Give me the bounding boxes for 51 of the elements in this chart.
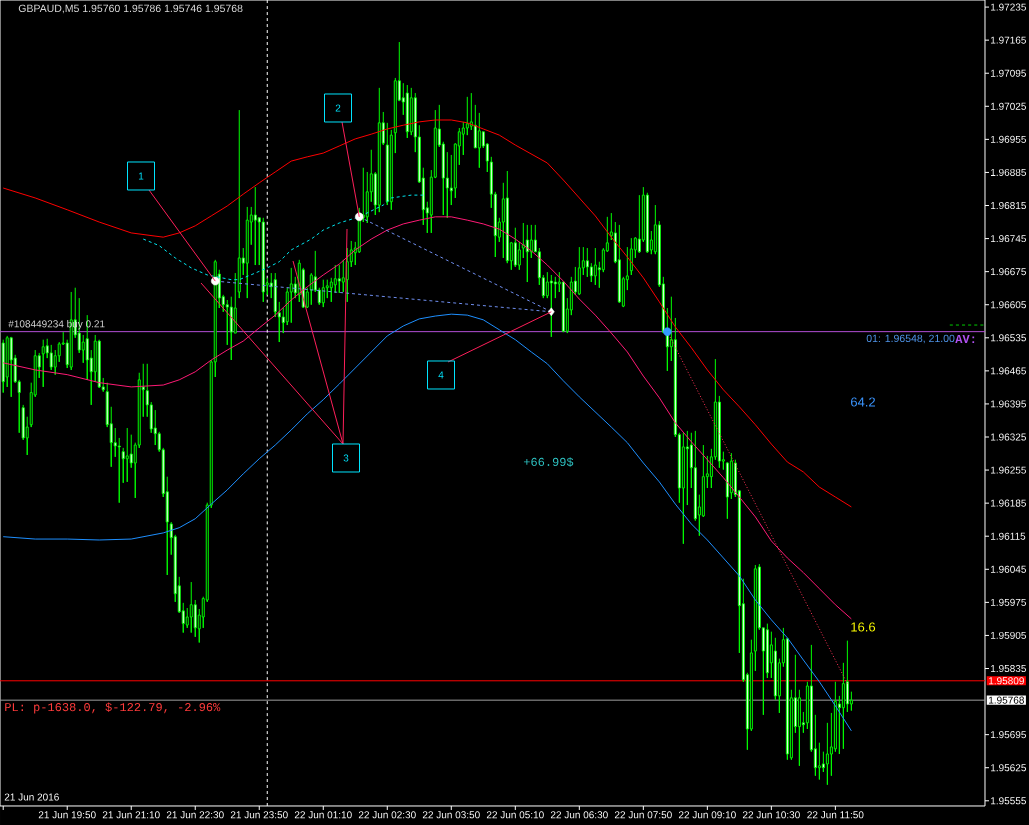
y-tick-label: 1.96465 (991, 367, 1026, 375)
y-tick-label: 1.97095 (991, 69, 1026, 77)
y-tick-label: 1.95975 (991, 598, 1026, 606)
ref-line-label: 1.95809 (989, 677, 1024, 685)
y-tick-label: 1.95625 (991, 764, 1026, 772)
x-tick-label: 22 Jun 10:30 (742, 811, 800, 819)
annotation: 3 (343, 454, 349, 462)
annotation: 16.6 (851, 622, 876, 632)
annotation: 01: 1.96548, 21.00 (866, 334, 955, 344)
annotation: 1 (138, 172, 144, 180)
annotation: 21 Jun 2016 (4, 793, 59, 801)
x-tick-label: 21 Jun 22:30 (166, 811, 224, 819)
x-tick-label: 21 Jun 21:10 (102, 811, 160, 819)
x-tick-label: 22 Jun 09:10 (678, 811, 736, 819)
y-tick-label: 1.96605 (991, 301, 1026, 309)
y-tick-label: 1.96535 (991, 334, 1026, 342)
ref-line-label: 1.95768 (989, 696, 1024, 704)
annotation: 2 (335, 104, 341, 112)
x-tick-label: 22 Jun 07:50 (614, 811, 672, 819)
y-tick-label: 1.96885 (991, 168, 1026, 176)
y-tick-label: 1.96955 (991, 135, 1026, 143)
x-tick-label: 22 Jun 03:50 (422, 811, 480, 819)
y-tick-label: 1.97165 (991, 36, 1026, 44)
annotation: +66.99$ (523, 457, 574, 467)
y-tick-label: 1.96325 (991, 433, 1026, 441)
y-tick-label: 1.96395 (991, 400, 1026, 408)
x-tick-label: 22 Jun 11:50 (807, 811, 864, 819)
y-tick-label: 1.95695 (991, 731, 1026, 739)
x-tick-label: 22 Jun 01:10 (294, 811, 352, 819)
x-tick-label: 22 Jun 06:30 (550, 811, 608, 819)
annotation: PL: p-1638.0, $-122.79, -2.96% (5, 702, 221, 714)
annotation: 64.2 (851, 397, 876, 407)
y-tick-label: 1.96815 (991, 201, 1026, 210)
x-tick-label: 22 Jun 05:10 (486, 811, 544, 819)
y-tick-label: 1.95555 (991, 797, 1026, 805)
y-tick-label: 1.97025 (991, 102, 1026, 110)
annotation: AV: (955, 335, 975, 343)
x-tick-label: 21 Jun 23:50 (230, 811, 288, 819)
chart-title: GBPAUD,M5 1.95760 1.95786 1.95746 1.95768 (18, 4, 243, 14)
y-tick-label: 1.95905 (991, 631, 1026, 639)
y-tick-label: 1.96185 (991, 499, 1026, 507)
y-tick-label: 1.97235 (991, 3, 1026, 11)
y-tick-label: 1.95835 (991, 664, 1026, 673)
y-tick-label: 1.96745 (991, 235, 1026, 243)
annotation: 4 (438, 371, 444, 379)
y-tick-label: 1.96675 (991, 268, 1026, 276)
y-tick-label: 1.96115 (991, 532, 1026, 540)
y-tick-label: 1.96045 (991, 565, 1026, 573)
y-tick-label: 1.96255 (991, 466, 1026, 474)
x-tick-label: 21 Jun 19:50 (38, 811, 96, 819)
x-tick-label: 22 Jun 02:30 (358, 811, 416, 819)
